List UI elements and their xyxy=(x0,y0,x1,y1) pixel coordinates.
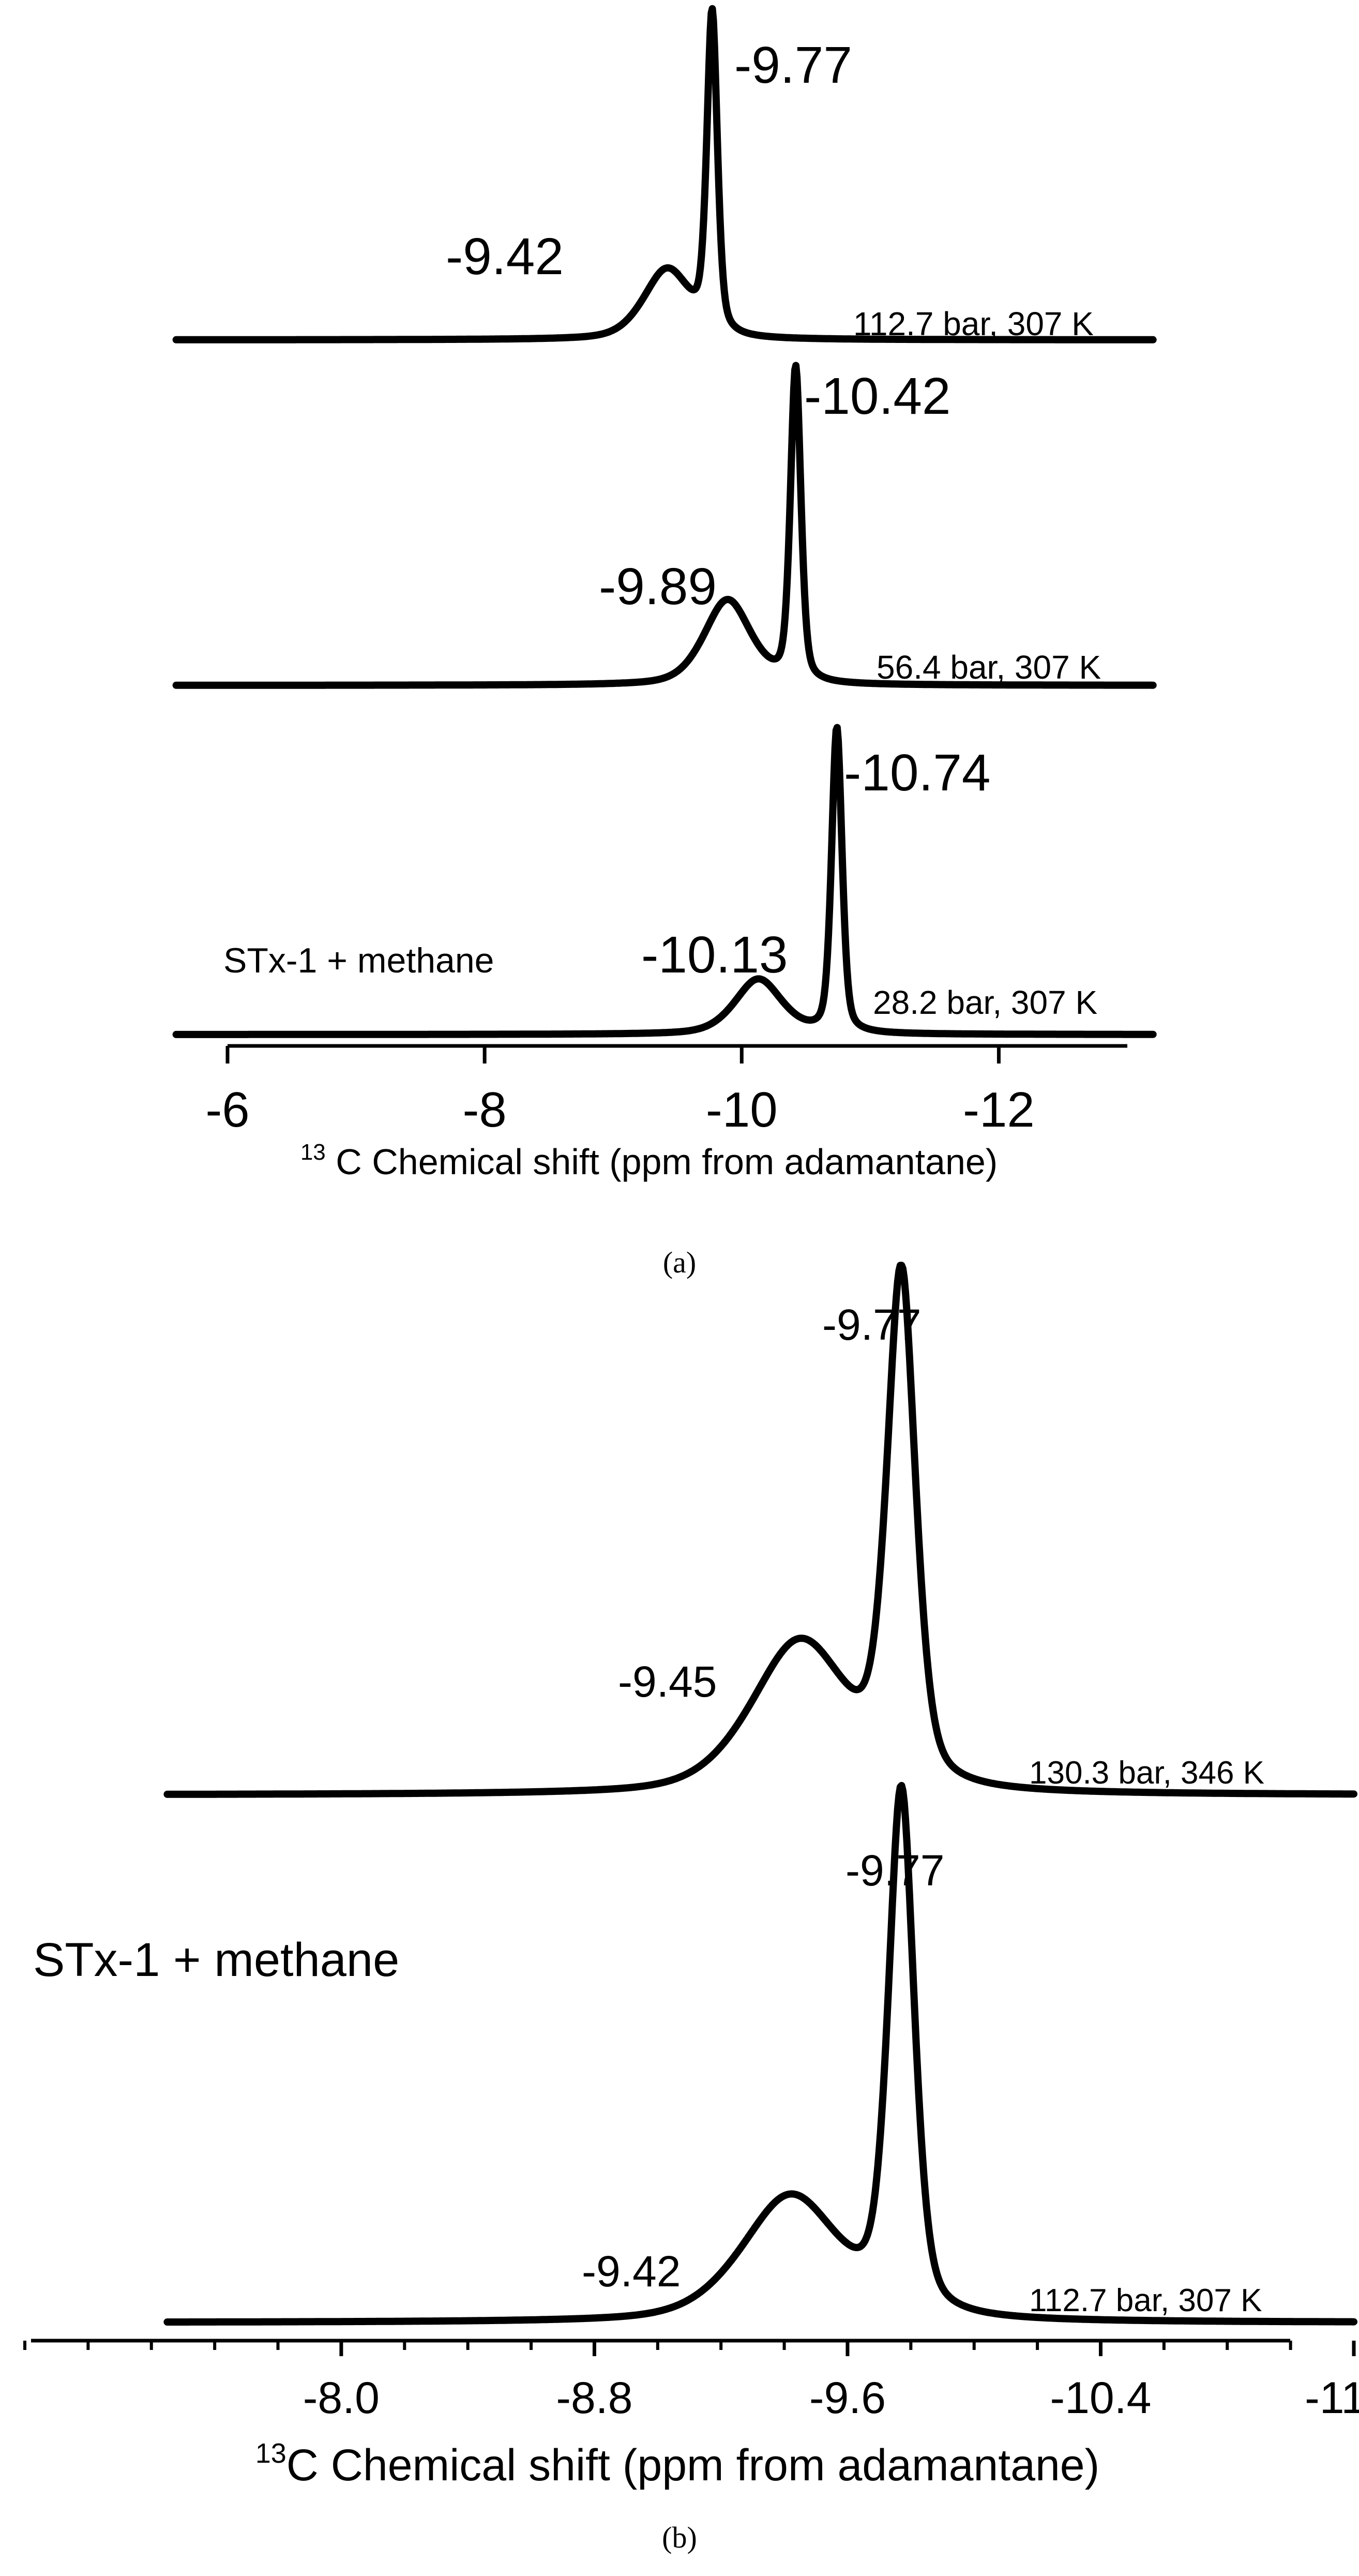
panel-label-b: (b) xyxy=(662,2521,697,2554)
peak-label-a0-p1: -9.77 xyxy=(734,36,852,94)
spectrum-b-112-7-bar xyxy=(163,1781,1357,2326)
peak-label-a2-p0: -10.13 xyxy=(641,926,788,984)
peak-label-b0-p1: -9.77 xyxy=(822,1300,921,1349)
series-label-b0: 130.3 bar, 346 K xyxy=(1029,1755,1264,1791)
x-tick-label-a-3: -12 xyxy=(963,1082,1035,1137)
x-axis-title-a: 13 C Chemical shift (ppm from adamantane… xyxy=(300,1140,998,1182)
panel-b: -9.45 -9.77 130.3 bar, 346 K STx-1 + met… xyxy=(23,1262,1359,2554)
peak-label-a1-p0: -9.89 xyxy=(599,558,717,616)
x-axis-title-a-sup: 13 xyxy=(300,1140,326,1165)
panel-label-a: (a) xyxy=(663,1246,696,1279)
x-axis-title-b: 13C Chemical shift (ppm from adamantane) xyxy=(255,2438,1100,2490)
x-tick-label-a-0: -6 xyxy=(205,1082,249,1137)
spectrum-a-56-4-bar xyxy=(172,362,1157,689)
x-tick-label-b-4: -11.2 xyxy=(1305,2373,1359,2423)
x-tick-label-b-0: -8.0 xyxy=(303,2373,380,2423)
series-label-b1: 112.7 bar, 307 K xyxy=(1029,2283,1262,2318)
x-tick-label-a-1: -8 xyxy=(462,1082,506,1137)
series-label-a0: 112.7 bar, 307 K xyxy=(853,305,1094,342)
peak-label-b1-p0: -9.42 xyxy=(582,2247,681,2296)
x-tick-label-a-2: -10 xyxy=(706,1082,778,1137)
x-axis-ticks-b xyxy=(23,2341,1356,2356)
spectrum-b-130-3-bar xyxy=(163,1262,1357,1798)
annotation-a: STx-1 + methane xyxy=(223,941,494,980)
annotation-b: STx-1 + methane xyxy=(33,1934,399,1986)
series-label-a1: 56.4 bar, 307 K xyxy=(877,649,1101,686)
peak-label-a2-p1: -10.74 xyxy=(844,744,991,802)
x-axis-tick-labels-b: -8.0 -8.8 -9.6 -10.4 -11.2 xyxy=(303,2373,1359,2423)
x-tick-label-b-2: -9.6 xyxy=(809,2373,886,2423)
x-tick-label-b-1: -8.8 xyxy=(556,2373,632,2423)
panel-a: -9.42 -9.77 112.7 bar, 307 K -9.89 -10.4… xyxy=(172,5,1157,1279)
peak-label-a1-p1: -10.42 xyxy=(804,367,951,425)
x-axis-ticks-a xyxy=(225,1046,1001,1064)
x-tick-label-b-3: -10.4 xyxy=(1050,2373,1151,2423)
x-axis-title-a-text: C Chemical shift (ppm from adamantane) xyxy=(326,1142,998,1182)
x-axis-title-b-sup: 13 xyxy=(255,2438,286,2469)
x-axis-title-b-text: C Chemical shift (ppm from adamantane) xyxy=(286,2440,1099,2490)
spectrum-a-28-2-bar xyxy=(172,724,1157,1038)
x-axis-tick-labels-a: -6 -8 -10 -12 xyxy=(205,1082,1034,1137)
series-label-a2: 28.2 bar, 307 K xyxy=(873,984,1097,1021)
peak-label-b0-p0: -9.45 xyxy=(618,1657,717,1706)
spectrum-a-112-7-bar xyxy=(172,5,1157,343)
peak-label-a0-p0: -9.42 xyxy=(446,228,564,286)
peak-label-b1-p1: -9.77 xyxy=(845,1846,944,1895)
